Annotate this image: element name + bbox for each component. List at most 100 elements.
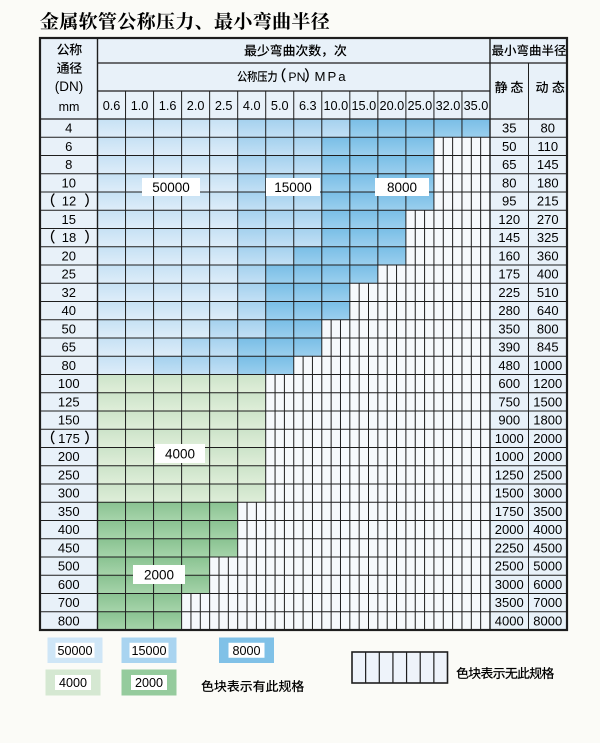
svg-text:215: 215 bbox=[537, 194, 559, 209]
svg-text:600: 600 bbox=[498, 376, 520, 391]
svg-text:32.0: 32.0 bbox=[436, 99, 461, 113]
svg-text:2500: 2500 bbox=[533, 467, 562, 482]
svg-text:1800: 1800 bbox=[533, 413, 562, 428]
svg-text:2000: 2000 bbox=[135, 676, 163, 690]
svg-text:2000: 2000 bbox=[533, 431, 562, 446]
svg-text:3500: 3500 bbox=[533, 504, 562, 519]
svg-text:8: 8 bbox=[65, 157, 72, 172]
svg-text:270: 270 bbox=[537, 212, 559, 227]
svg-text:18: 18 bbox=[62, 230, 76, 245]
svg-text:4500: 4500 bbox=[533, 540, 562, 555]
svg-text:900: 900 bbox=[498, 413, 520, 428]
svg-text:8000: 8000 bbox=[232, 644, 260, 658]
svg-text:4000: 4000 bbox=[533, 522, 562, 537]
svg-text:150: 150 bbox=[58, 413, 80, 428]
svg-text:2250: 2250 bbox=[495, 540, 524, 555]
svg-text:4000: 4000 bbox=[165, 446, 195, 461]
svg-text:145: 145 bbox=[498, 230, 520, 245]
svg-text:250: 250 bbox=[58, 467, 80, 482]
svg-text:10.0: 10.0 bbox=[323, 99, 348, 113]
svg-text:2.5: 2.5 bbox=[215, 99, 233, 113]
svg-text:125: 125 bbox=[58, 394, 80, 409]
svg-text:640: 640 bbox=[537, 303, 559, 318]
svg-text:6.3: 6.3 bbox=[299, 99, 317, 113]
svg-text:50: 50 bbox=[502, 139, 516, 154]
svg-text:4.0: 4.0 bbox=[243, 99, 261, 113]
svg-text:50: 50 bbox=[62, 321, 76, 336]
svg-text:110: 110 bbox=[537, 139, 558, 154]
svg-text:7000: 7000 bbox=[533, 595, 562, 610]
svg-text:2.0: 2.0 bbox=[187, 99, 205, 113]
svg-text:500: 500 bbox=[58, 559, 80, 574]
svg-text:160: 160 bbox=[498, 248, 520, 263]
svg-text:325: 325 bbox=[537, 230, 559, 245]
svg-text:5.0: 5.0 bbox=[271, 99, 289, 113]
svg-text:1500: 1500 bbox=[495, 486, 524, 501]
svg-text:20: 20 bbox=[62, 248, 76, 263]
svg-text:3500: 3500 bbox=[495, 595, 524, 610]
svg-text:95: 95 bbox=[502, 194, 516, 209]
svg-text:mm: mm bbox=[59, 100, 80, 114]
svg-text:3000: 3000 bbox=[533, 486, 562, 501]
svg-text:480: 480 bbox=[498, 358, 520, 373]
svg-text:20.0: 20.0 bbox=[380, 99, 405, 113]
svg-text:12: 12 bbox=[62, 194, 76, 209]
svg-text:175: 175 bbox=[58, 431, 80, 446]
svg-text:350: 350 bbox=[498, 321, 520, 336]
svg-text:15.0: 15.0 bbox=[351, 99, 376, 113]
svg-text:2000: 2000 bbox=[533, 449, 562, 464]
svg-text:65: 65 bbox=[62, 340, 76, 355]
svg-text:1250: 1250 bbox=[495, 467, 524, 482]
svg-text:175: 175 bbox=[498, 267, 520, 282]
svg-text:350: 350 bbox=[58, 504, 80, 519]
svg-text:225: 225 bbox=[498, 285, 520, 300]
svg-text:65: 65 bbox=[502, 157, 516, 172]
svg-text:1.0: 1.0 bbox=[131, 99, 149, 113]
svg-text:180: 180 bbox=[537, 175, 559, 190]
svg-text:80: 80 bbox=[502, 175, 516, 190]
svg-text:800: 800 bbox=[537, 321, 559, 336]
svg-text:750: 750 bbox=[498, 394, 520, 409]
svg-text:32: 32 bbox=[62, 285, 76, 300]
svg-text:390: 390 bbox=[498, 340, 520, 355]
svg-text:845: 845 bbox=[537, 340, 559, 355]
svg-text:80: 80 bbox=[62, 358, 76, 373]
svg-text:600: 600 bbox=[58, 577, 80, 592]
svg-text:1200: 1200 bbox=[533, 376, 562, 391]
svg-text:1000: 1000 bbox=[495, 431, 524, 446]
svg-text:2000: 2000 bbox=[495, 522, 524, 537]
svg-text:8000: 8000 bbox=[533, 613, 562, 628]
svg-text:360: 360 bbox=[537, 248, 559, 263]
svg-text:1.6: 1.6 bbox=[159, 99, 177, 113]
svg-text:800: 800 bbox=[58, 613, 80, 628]
svg-text:120: 120 bbox=[498, 212, 520, 227]
svg-text:MPa: MPa bbox=[315, 69, 348, 84]
svg-text:50000: 50000 bbox=[152, 180, 190, 195]
svg-text:(DN): (DN) bbox=[55, 79, 84, 94]
svg-text:100: 100 bbox=[58, 376, 80, 391]
svg-text:5000: 5000 bbox=[533, 559, 562, 574]
svg-text:25: 25 bbox=[62, 267, 76, 282]
svg-text:400: 400 bbox=[537, 267, 559, 282]
svg-text:15: 15 bbox=[62, 212, 76, 227]
svg-text:6: 6 bbox=[65, 139, 72, 154]
svg-text:1750: 1750 bbox=[495, 504, 524, 519]
svg-text:2500: 2500 bbox=[495, 559, 524, 574]
svg-text:145: 145 bbox=[537, 157, 559, 172]
svg-text:0.6: 0.6 bbox=[103, 99, 121, 113]
svg-text:700: 700 bbox=[58, 595, 80, 610]
svg-text:1500: 1500 bbox=[533, 394, 562, 409]
svg-text:280: 280 bbox=[498, 303, 520, 318]
svg-text:25.0: 25.0 bbox=[408, 99, 433, 113]
svg-text:PN: PN bbox=[288, 70, 305, 84]
svg-text:3000: 3000 bbox=[495, 577, 524, 592]
svg-text:80: 80 bbox=[541, 121, 555, 136]
svg-text:35: 35 bbox=[502, 121, 516, 136]
svg-text:10: 10 bbox=[62, 175, 76, 190]
svg-text:1000: 1000 bbox=[533, 358, 562, 373]
svg-text:4000: 4000 bbox=[59, 676, 87, 690]
svg-text:4: 4 bbox=[65, 121, 72, 136]
svg-text:510: 510 bbox=[537, 285, 559, 300]
svg-text:2000: 2000 bbox=[144, 567, 174, 582]
svg-text:50000: 50000 bbox=[57, 644, 92, 658]
